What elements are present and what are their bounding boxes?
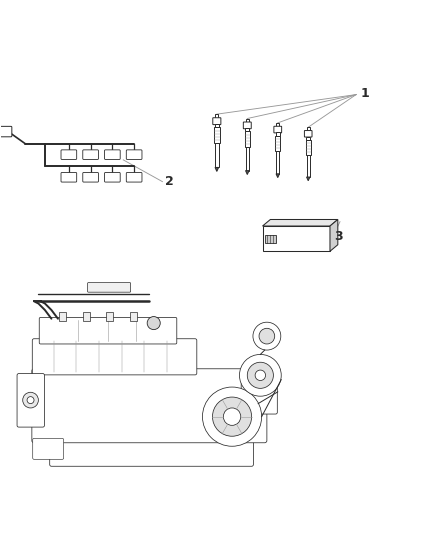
FancyBboxPatch shape: [32, 339, 197, 375]
Circle shape: [255, 370, 265, 381]
Polygon shape: [330, 220, 338, 251]
FancyBboxPatch shape: [105, 150, 120, 159]
FancyBboxPatch shape: [61, 173, 77, 182]
Bar: [215, 114, 219, 118]
Circle shape: [240, 354, 281, 396]
Circle shape: [247, 362, 273, 389]
Bar: [306, 136, 310, 140]
Polygon shape: [262, 220, 338, 226]
Circle shape: [202, 387, 261, 446]
Bar: [276, 151, 279, 174]
FancyBboxPatch shape: [88, 282, 131, 292]
Bar: [246, 147, 249, 171]
Text: 1: 1: [360, 87, 369, 100]
Bar: [130, 312, 137, 321]
Bar: [307, 155, 310, 177]
Circle shape: [259, 328, 275, 344]
Text: 2: 2: [165, 175, 173, 188]
Text: 3: 3: [334, 230, 343, 243]
Bar: [307, 127, 310, 131]
FancyBboxPatch shape: [126, 150, 142, 159]
FancyBboxPatch shape: [274, 126, 282, 133]
Circle shape: [27, 397, 34, 403]
FancyBboxPatch shape: [39, 318, 177, 344]
Bar: [106, 312, 113, 321]
Bar: [265, 235, 276, 243]
FancyBboxPatch shape: [49, 437, 253, 466]
Bar: [246, 118, 249, 123]
FancyBboxPatch shape: [244, 122, 251, 129]
Circle shape: [147, 317, 160, 329]
FancyBboxPatch shape: [126, 173, 142, 182]
FancyBboxPatch shape: [0, 126, 12, 137]
FancyBboxPatch shape: [33, 439, 64, 459]
Bar: [276, 123, 279, 127]
Polygon shape: [215, 167, 219, 172]
FancyBboxPatch shape: [83, 173, 99, 182]
FancyBboxPatch shape: [241, 382, 277, 414]
FancyBboxPatch shape: [105, 173, 120, 182]
Bar: [244, 132, 250, 147]
FancyBboxPatch shape: [262, 226, 330, 251]
Polygon shape: [276, 174, 279, 177]
Bar: [215, 143, 219, 167]
Circle shape: [223, 408, 241, 425]
FancyBboxPatch shape: [17, 374, 45, 427]
Bar: [83, 312, 90, 321]
Polygon shape: [246, 171, 249, 174]
Bar: [214, 127, 219, 143]
Bar: [276, 133, 280, 135]
Bar: [215, 124, 219, 127]
Bar: [59, 312, 66, 321]
FancyBboxPatch shape: [61, 150, 77, 159]
FancyBboxPatch shape: [213, 118, 221, 125]
FancyBboxPatch shape: [304, 131, 312, 137]
Circle shape: [23, 392, 39, 408]
FancyBboxPatch shape: [83, 150, 99, 159]
Bar: [275, 135, 280, 151]
Circle shape: [212, 397, 252, 436]
Circle shape: [253, 322, 281, 350]
FancyBboxPatch shape: [32, 369, 267, 443]
Bar: [306, 140, 311, 155]
Polygon shape: [307, 177, 310, 181]
Bar: [245, 128, 250, 132]
